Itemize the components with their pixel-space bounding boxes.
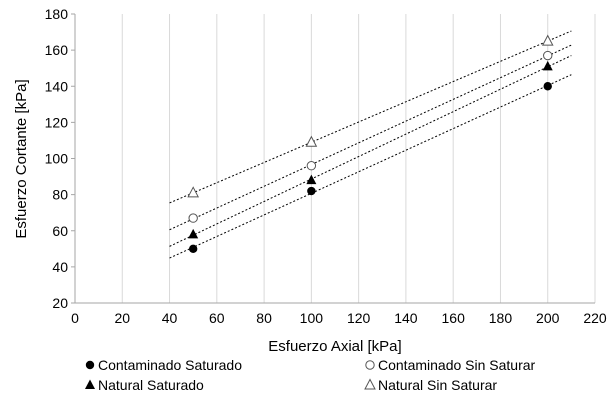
marker-open-triangle (187, 186, 200, 198)
grid-layer (121, 14, 596, 303)
y-tick-label: 120 (45, 114, 69, 130)
trendline (169, 44, 572, 231)
marker-open-circle (365, 360, 375, 370)
marker-filled-triangle (188, 228, 199, 239)
marker-filled-triangle (85, 379, 95, 389)
x-tick-label: 140 (394, 310, 418, 326)
y-tick-label: 100 (45, 151, 69, 167)
trendline (169, 55, 572, 247)
x-tick-label: 80 (256, 310, 272, 326)
legend-label: Contaminado Saturado (98, 357, 242, 373)
trendline (169, 74, 572, 259)
marker-filled-circle (307, 186, 316, 196)
y-tick-label: 140 (45, 78, 69, 94)
marker-filled-triangle (306, 174, 317, 185)
x-axis-title: Esfuerzo Axial [kPa] (268, 338, 401, 355)
points-layer (187, 34, 554, 254)
legend-label: Natural Sin Saturar (378, 377, 497, 393)
y-tick-label: 20 (52, 295, 68, 311)
y-tick-label: 60 (52, 223, 68, 239)
y-tick-label: 160 (45, 42, 69, 58)
axes-layer (71, 13, 595, 304)
marker-open-triangle (541, 34, 554, 46)
marker-open-circle (188, 213, 198, 223)
x-tick-label: 40 (162, 310, 178, 326)
marker-open-circle (543, 50, 553, 61)
x-tick-label: 100 (300, 310, 324, 326)
marker-open-triangle (305, 135, 318, 147)
trendline (169, 30, 572, 204)
x-tick-label: 220 (583, 310, 607, 326)
legend-label: Contaminado Sin Saturar (378, 357, 536, 373)
x-tick-label: 20 (114, 310, 130, 326)
x-tick-label: 160 (442, 310, 466, 326)
x-tick-label: 200 (536, 310, 560, 326)
y-tick-label: 40 (52, 259, 68, 275)
marker-open-circle (306, 161, 317, 171)
x-tick-label: 120 (347, 310, 371, 326)
marker-filled-triangle (542, 60, 553, 71)
x-tick-label: 0 (71, 310, 79, 326)
y-tick-label: 80 (52, 187, 68, 203)
legend-label: Natural Saturado (98, 377, 204, 393)
marker-filled-circle (543, 82, 552, 91)
marker-filled-circle (85, 360, 95, 370)
y-tick-label: 180 (45, 6, 69, 22)
y-axis-title: Esfuerzo Cortante [kPa] (13, 79, 30, 238)
trendline-layer (169, 30, 572, 259)
x-tick-label: 60 (209, 310, 225, 326)
legend: Contaminado Saturado Contaminado Sin Satu… (85, 357, 536, 393)
tick-labels-layer: 0 20 40 60 80 100 120 140 160 180 200 2202040608010… (45, 6, 607, 326)
marker-open-triangle (364, 378, 376, 390)
x-tick-label: 180 (489, 310, 513, 326)
marker-filled-circle (188, 244, 198, 254)
